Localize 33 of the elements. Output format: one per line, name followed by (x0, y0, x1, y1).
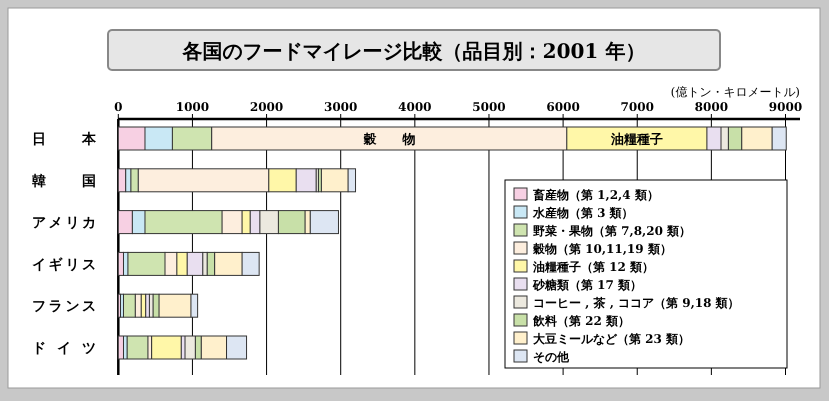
x-tick-label: 2000 (250, 100, 284, 114)
x-tick-label: 1000 (176, 100, 210, 114)
x-tick-label: 4000 (398, 100, 432, 114)
x-tick-label: 3000 (324, 100, 358, 114)
x-tick-label: 9000 (768, 100, 802, 114)
y-tick-label: イギリス (32, 256, 104, 273)
annotation: 穀 物 (362, 132, 416, 148)
chart-title: 各国のフードマイレージ比較（品目別：2001 年） (182, 39, 646, 63)
x-axis-title: (億トン・キロメートル) (670, 85, 800, 99)
y-tick-label: アメリカ (32, 215, 104, 232)
x-tick-label: 6000 (546, 100, 580, 114)
legend-label: 穀物（第 10,11,19 類） (532, 242, 672, 256)
bar (151, 336, 182, 360)
legend-label: 水産物（第 3 類） (532, 206, 634, 220)
legend-label: その他 (533, 350, 570, 364)
legend-label: 飲料（第 22 類） (532, 314, 630, 328)
legend-label: 畜産物（第 1,2,4 類） (532, 188, 659, 202)
annotation: 油糧種子 (610, 132, 663, 148)
legend-label: 油糧種子（第 12 類） (532, 260, 654, 274)
legend-label: 大豆ミールなど（第 23 類） (533, 332, 690, 346)
y-tick-label: 韓国 (32, 173, 104, 190)
y-tick-label: 日本 (32, 132, 104, 148)
legend-label: 野菜・果物（第 7,8,20 類） (533, 224, 692, 238)
y-tick-label: フランス (32, 298, 104, 315)
x-tick-label: 7000 (620, 100, 654, 114)
title: 各国のフードマイレージ比較（品目別：2001 年） (107, 29, 721, 71)
y-tick-label: ドイツ (32, 340, 104, 356)
x-tick-label: 8000 (694, 100, 728, 114)
bar (126, 336, 148, 360)
x-tick-label: 5000 (472, 100, 506, 114)
x-tick-label: 0 (114, 100, 122, 114)
legend-label: コーヒー , 茶 , ココア（第 9,18 類） (533, 296, 740, 310)
legend-label: 砂糖類（第 17 類） (532, 278, 642, 292)
